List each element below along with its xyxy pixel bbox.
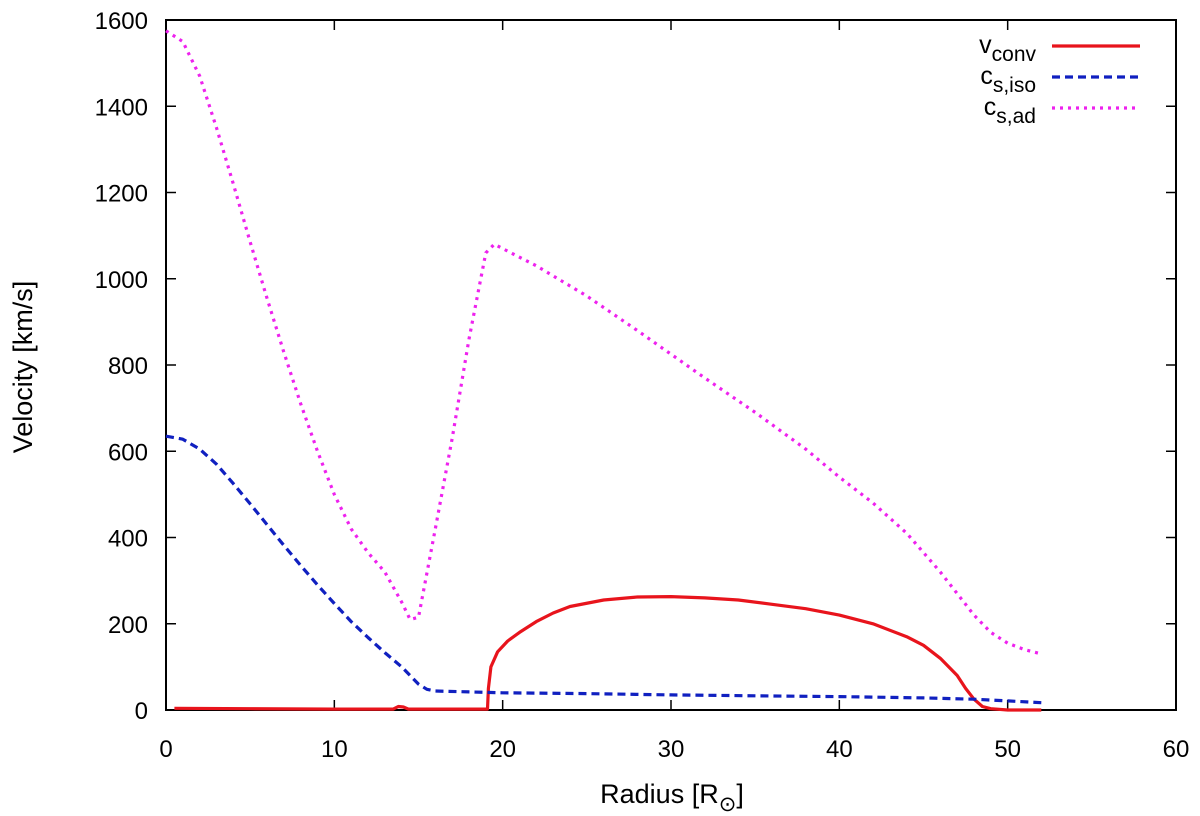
series-lines — [165, 29, 1042, 712]
y-tick-label: 800 — [108, 353, 148, 380]
legend-label: vconv — [979, 31, 1036, 66]
y-tick-label: 1600 — [95, 8, 148, 35]
x-tick-label: 40 — [826, 736, 853, 763]
x-tick-label: 30 — [658, 736, 685, 763]
series-line-conv — [174, 594, 1042, 712]
sun-symbol: ⊙ — [719, 793, 737, 816]
legend-label: cs,iso — [980, 62, 1036, 97]
y-tick-label: 600 — [108, 439, 148, 466]
series-line-s-iso — [165, 434, 1042, 705]
x-axis-title: Radius [R⊙] — [600, 779, 744, 816]
x-tick-label: 50 — [994, 736, 1021, 763]
axis-ticks — [165, 19, 1177, 711]
x-axis-title-main: Radius [R — [600, 779, 719, 809]
y-tick-label: 200 — [108, 612, 148, 639]
series-line-s-ad — [165, 29, 1042, 656]
y-tick-label: 1200 — [95, 181, 148, 208]
x-tick-label: 0 — [159, 736, 172, 763]
legend-label: cs,ad — [984, 93, 1036, 128]
x-tick-label: 20 — [489, 736, 516, 763]
x-tick-label: 10 — [321, 736, 348, 763]
y-tick-label: 1400 — [95, 94, 148, 121]
x-tick-label: 60 — [1163, 736, 1190, 763]
x-axis-title-suffix: ] — [736, 779, 744, 809]
tick-labels: 0 10 20 30 40 50 60020040060080010001200140016… — [95, 8, 1190, 763]
y-tick-label: 0 — [135, 698, 148, 725]
y-axis-title: Velocity [km/s] — [8, 281, 38, 454]
y-tick-label: 1000 — [95, 267, 148, 294]
y-tick-label: 400 — [108, 526, 148, 553]
